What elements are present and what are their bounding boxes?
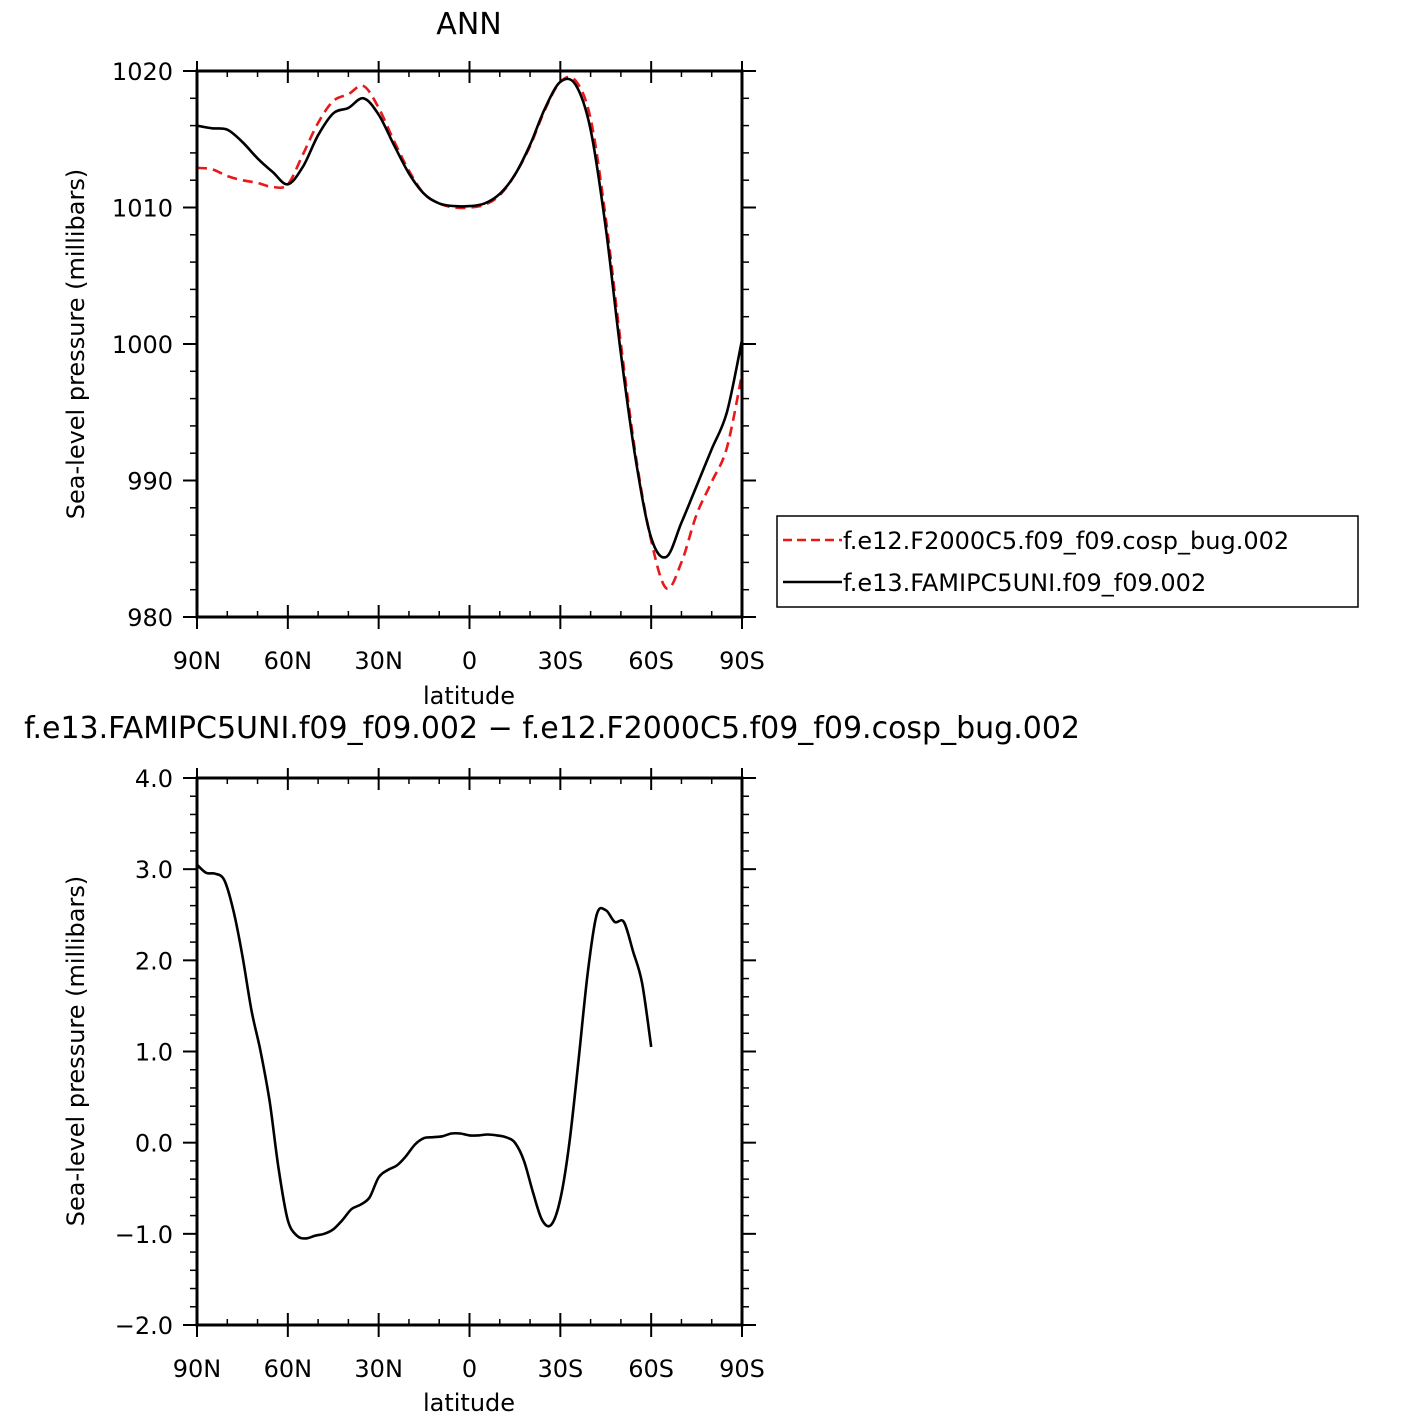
top-plot-ticks: 90N 60N 30N 0 30S 60S 90S 980 990 1000 1010 1020 [112,58,765,675]
x-tick-label: 30S [537,647,583,675]
top-x-axis-label: latitude [423,682,515,710]
top-plot-title: ANN [436,7,501,42]
top-series-line-1 [196,75,744,591]
x-tick-label: 60N [264,1355,313,1383]
x-tick-label: 0 [462,647,477,675]
legend-box [776,515,1359,608]
top-panel: ANN 90N 60N 30N 0 30S 60S 90S 980 990 1000 1010 102… [62,7,1359,710]
y-tick-label: 980 [127,604,173,632]
top-plot-series [196,75,744,591]
x-tick-label: 90N [173,647,222,675]
bottom-x-axis-label: latitude [423,1389,515,1417]
y-tick-label: 1.0 [135,1039,173,1067]
legend-label-series-1: f.e12.F2000C5.f09_f09.cosp_bug.002 [843,527,1289,555]
legend-label-series-2: f.e13.FAMIPC5UNI.f09_f09.002 [843,569,1206,597]
y-tick-label: 3.0 [135,856,173,884]
y-tick-label: 4.0 [135,765,173,793]
x-tick-label: 60N [264,647,313,675]
bottom-plot-ticks: 90N 60N 30N 0 30S 60S 90S −2.0 −1.0 0.0 1.0 2.0 3.0 4… [115,765,765,1383]
y-tick-label: 1020 [112,58,173,86]
bottom-y-axis-label: Sea-level pressure (millibars) [62,876,90,1226]
x-tick-label: 60S [628,647,674,675]
x-tick-label: 0 [462,1355,477,1383]
top-y-axis-label: Sea-level pressure (millibars) [62,169,90,519]
x-tick-label: 60S [628,1355,674,1383]
y-tick-label: 0.0 [135,1130,173,1158]
bottom-panel: f.e13.FAMIPC5UNI.f09_f09.002 − f.e12.F20… [24,711,1080,1417]
y-tick-label: 990 [127,468,173,496]
y-tick-label: −2.0 [115,1312,173,1340]
y-tick-label: 1000 [112,331,173,359]
bottom-series-line-1 [196,863,653,1240]
x-tick-label: 90S [719,1355,765,1383]
x-tick-label: 30N [354,647,403,675]
bottom-plot-frame [195,776,744,1327]
legend: f.e12.F2000C5.f09_f09.cosp_bug.002 f.e13… [776,515,1359,608]
x-tick-label: 30N [354,1355,403,1383]
x-tick-label: 90N [173,1355,222,1383]
bottom-plot-series [196,863,653,1240]
y-tick-label: −1.0 [115,1221,173,1249]
x-tick-label: 90S [719,647,765,675]
top-series-line-2 [196,77,744,559]
y-tick-label: 2.0 [135,947,173,975]
top-plot-frame [195,69,744,619]
y-tick-label: 1010 [112,195,173,223]
bottom-plot-title: f.e13.FAMIPC5UNI.f09_f09.002 − f.e12.F20… [24,711,1080,746]
x-tick-label: 30S [537,1355,583,1383]
